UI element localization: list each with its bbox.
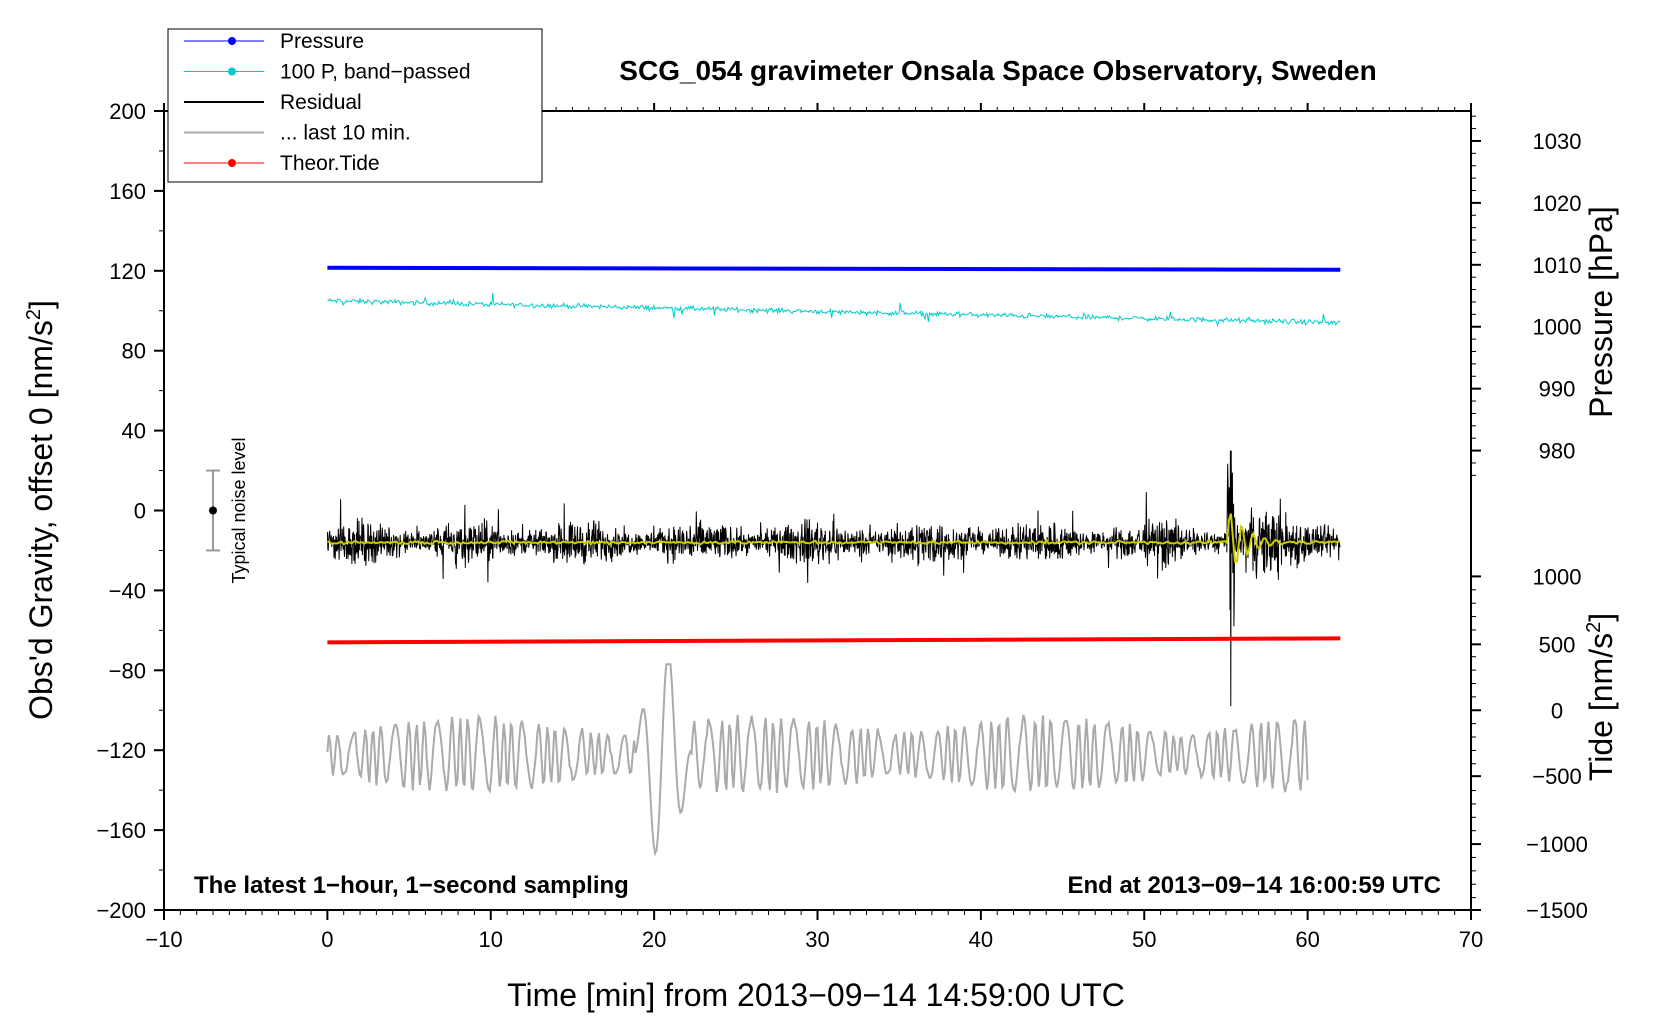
y-axis-title-tide-end: ]: [1583, 613, 1619, 622]
pressure-tick-label: 1000: [1533, 315, 1582, 340]
residual-line: [326, 450, 1341, 707]
bandpassed-line: [327, 292, 1341, 327]
y-axis-title-left-main: Obs'd Gravity, offset 0 [nm/s: [23, 320, 59, 720]
y-tick-label: 200: [109, 99, 146, 124]
x-tick-label: 30: [805, 927, 829, 952]
pressure-line: [327, 265, 1341, 272]
end-time-annotation: End at 2013−09−14 16:00:59 UTC: [1067, 872, 1441, 899]
y-tick-label: 0: [134, 499, 146, 524]
x-tick-label: 60: [1295, 927, 1319, 952]
noise-bar-dot: [209, 506, 218, 515]
pressure-tick-label: 980: [1539, 439, 1576, 464]
y-tick-label: 80: [122, 339, 146, 364]
y-axis-title-pressure: Pressure [hPa]: [1583, 206, 1619, 418]
tide-tick-label: 0: [1551, 698, 1563, 723]
y-tick-label: 160: [109, 179, 146, 204]
tide-tick-label: −1500: [1526, 898, 1588, 923]
last-10-min-line: [326, 663, 1309, 857]
legend-box: [167, 28, 543, 183]
pressure-tick-label: 990: [1539, 377, 1576, 402]
legend-label: 100 P, band−passed: [280, 61, 471, 84]
y-axis-title-left-sup: 2: [23, 309, 45, 320]
y-axis-title-left-end: ]: [23, 300, 59, 309]
y-tick-label: −40: [109, 578, 146, 603]
x-tick-label: 50: [1132, 927, 1156, 952]
x-axis-title: Time [min] from 2013−09−14 14:59:00 UTC: [507, 977, 1125, 1013]
y-tick-label: 40: [122, 419, 146, 444]
x-tick-label: 10: [479, 927, 503, 952]
legend-marker: [228, 67, 236, 76]
x-tick-label: 20: [642, 927, 666, 952]
noise-level-bar: [206, 469, 221, 552]
tide-tick-label: 500: [1539, 632, 1576, 657]
legend-marker: [228, 159, 236, 167]
x-axis-ticks: −10 0 10 20 30 40 50 60 70: [145, 103, 1483, 952]
x-tick-label: 70: [1459, 927, 1483, 952]
noise-level-label: Typical noise level: [229, 437, 249, 583]
y-axis-title-tide-main: Tide [nm/s: [1583, 633, 1619, 781]
sampling-annotation: The latest 1−hour, 1−second sampling: [194, 872, 629, 899]
x-tick-label: 40: [969, 927, 993, 952]
y-tick-label: −160: [96, 818, 146, 843]
x-tick-label: 0: [321, 927, 333, 952]
pressure-tick-label: 1020: [1533, 191, 1582, 216]
y-axis-title-left: Obs'd Gravity, offset 0 [nm/s2]: [23, 300, 59, 720]
x-tick-label: −10: [145, 927, 182, 952]
y-axis-title-tide-sup: 2: [1583, 622, 1605, 633]
legend-label: Pressure: [280, 30, 364, 53]
y-tick-label: −200: [96, 898, 146, 923]
pressure-tick-label: 1030: [1533, 129, 1582, 154]
pressure-tick-label: 1010: [1533, 253, 1582, 278]
tide-tick-label: −500: [1532, 764, 1582, 789]
y-tick-label: −120: [96, 738, 146, 763]
legend-marker: [228, 37, 236, 45]
y-tick-label: 120: [109, 259, 146, 284]
series-layer: [326, 265, 1341, 857]
legend-label: ... last 10 min.: [280, 122, 411, 145]
legend: Pressure 100 P, band−passed Residual ... la…: [167, 28, 543, 183]
smoothed-residual-line: [327, 513, 1341, 563]
y-tick-label: −80: [109, 658, 146, 683]
tide-tick-label: 1000: [1533, 564, 1582, 589]
tide-tick-label: −1000: [1526, 832, 1588, 857]
plot-frame: [163, 110, 1472, 911]
right-axis-ticks: 1030 1020 1010 1000 990 980 1000 500 0 −500 −1000 −…: [1471, 115, 1588, 923]
tide-line: [327, 636, 1341, 645]
legend-label: Residual: [280, 91, 362, 114]
legend-label: Theor.Tide: [280, 152, 380, 175]
y-axis-ticks: 200 160 120 80 40 0 −40 −80 −120 −160 −200: [96, 99, 164, 923]
y-axis-title-tide: Tide [nm/s2]: [1583, 613, 1619, 781]
chart-title: SCG_054 gravimeter Onsala Space Observat…: [619, 55, 1376, 86]
